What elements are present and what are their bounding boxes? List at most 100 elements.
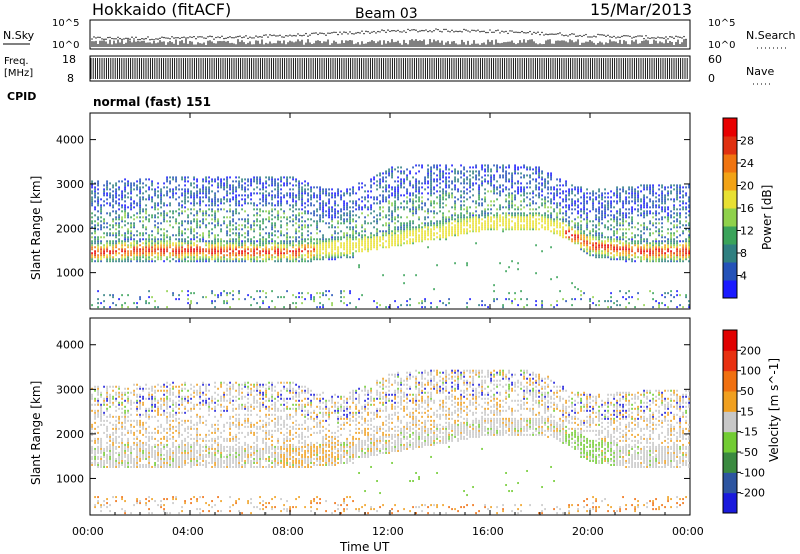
range-cell [235,180,237,183]
range-cell [589,220,591,223]
range-cell [187,200,189,203]
range-cell [571,298,573,301]
range-cell [376,180,378,183]
range-cell [271,300,273,303]
range-cell [178,202,180,205]
nsearch-dot [485,31,487,34]
range-cell [373,198,375,201]
range-cell [253,260,255,263]
range-cell [418,302,420,305]
range-cell [211,242,213,245]
range-cell [571,184,573,187]
nsearch-dot [241,36,243,39]
nsearch-dot [521,30,523,33]
range-cell [379,202,381,205]
range-cell [556,190,558,193]
range-cell [487,170,489,173]
range-cell [295,214,297,217]
range-cell [352,206,354,209]
range-cell [382,236,384,239]
range-cell [340,198,342,201]
range-cell [445,164,447,167]
range-cell [430,236,432,239]
range-cell [307,244,309,247]
range-cell [100,208,102,211]
range-cell [505,200,507,203]
range-cell [475,210,477,213]
range-cell [532,190,534,193]
range-cell [121,192,123,195]
range-cell [409,184,411,187]
range-cell [349,244,351,247]
range-cell [124,232,126,235]
range-cell [343,202,345,205]
nsearch-dot [193,35,195,38]
range-cell [199,226,201,229]
range-cell [349,210,351,213]
range-cell [517,186,519,189]
range-cell [352,220,354,223]
range-cell [115,250,117,253]
range-cell [259,234,261,237]
range-cell [409,240,411,243]
range-cell [205,188,207,191]
range-cell [460,204,462,207]
range-cell [544,198,546,201]
range-cell [397,198,399,201]
range-cell [358,206,360,209]
range-cell [100,256,102,259]
nsearch-dot [201,36,203,38]
range-cell [313,244,315,247]
range-cell [256,192,258,195]
range-cell [523,306,525,309]
range-cell [499,166,501,169]
nsearch-dot [159,37,161,40]
range-cell [259,176,261,179]
range-cell [235,200,237,203]
range-cell [130,192,132,195]
range-cell [271,290,273,293]
range-cell [163,250,165,253]
range-cell [304,240,306,243]
range-cell [466,232,468,235]
range-cell [262,300,264,303]
range-cell [148,220,150,223]
range-cell [124,224,126,227]
range-cell [430,168,432,171]
range-cell [481,202,483,205]
range-cell [586,200,588,203]
range-cell [163,214,165,217]
range-cell [241,246,243,249]
range-cell [409,220,411,223]
range-cell [283,216,285,219]
range-cell [232,192,234,195]
range-cell [469,298,471,301]
range-cell [166,192,168,195]
range-cell [235,240,237,243]
range-cell [352,246,354,249]
range-cell [343,222,345,225]
range-cell [178,238,180,241]
range-cell [166,306,168,309]
range-cell [373,196,375,199]
range-cell [160,258,162,261]
range-cell [535,226,537,229]
range-cell [172,292,174,295]
range-cell [118,204,120,207]
range-cell [403,234,405,237]
range-cell [523,192,525,195]
range-cell [199,248,201,251]
range-cell [175,198,177,201]
range-cell [574,224,576,227]
range-cell [478,170,480,173]
range-cell [91,186,93,189]
range-cell [457,214,459,217]
range-cell [241,180,243,183]
range-cell [94,256,96,259]
range-cell [232,290,234,293]
nsearch-dot [477,29,479,31]
range-cell [238,250,240,253]
range-cell [145,228,147,231]
range-cell [196,232,198,235]
range-cell [592,190,594,193]
